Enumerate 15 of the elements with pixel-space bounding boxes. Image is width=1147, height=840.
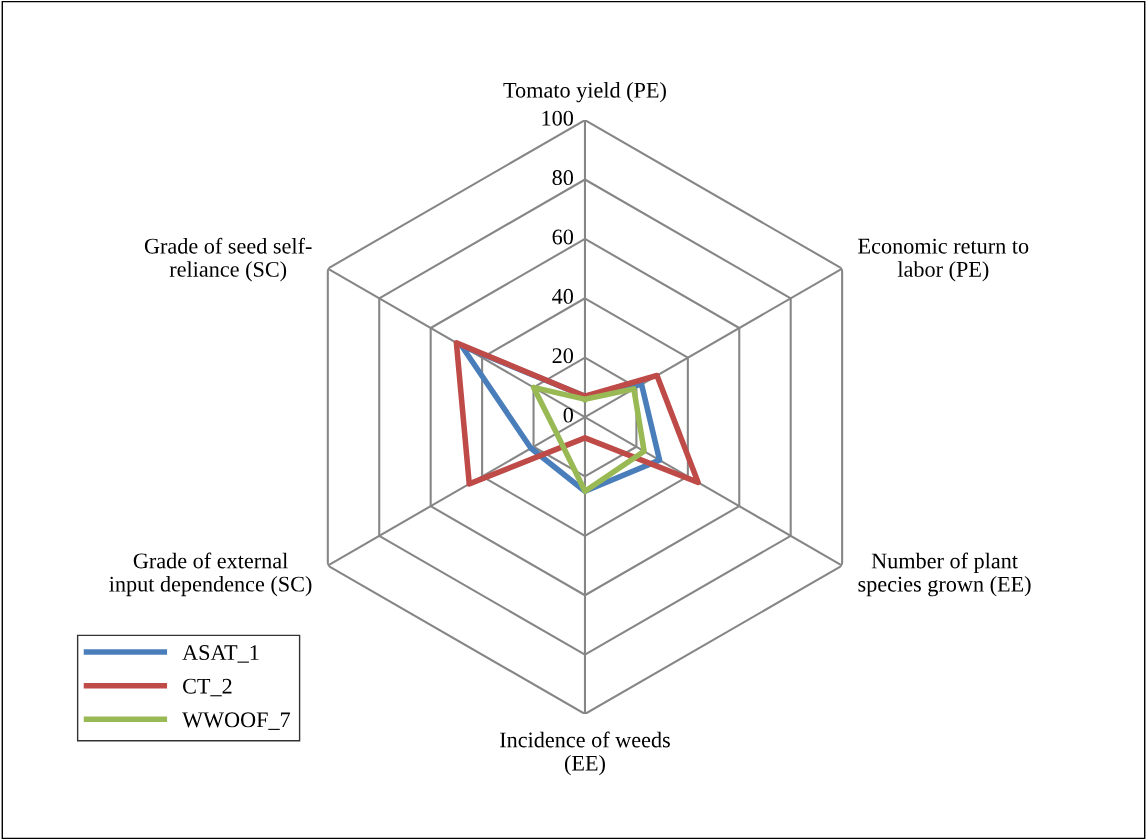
legend-label: ASAT_1 (182, 645, 259, 663)
legend-label: WWOOF_7 (182, 712, 291, 730)
y-tick-label: 60 (552, 229, 574, 245)
y-tick-label: 20 (552, 348, 574, 364)
spoke-label: Grade of external input dependence (SC) (109, 552, 312, 597)
spoke-label: Number of plant species grown (EE) (858, 552, 1031, 597)
y-tick-label: 80 (552, 170, 574, 186)
legend-label: CT_2 (182, 678, 232, 697)
spoke-label: Tomato yield (PE) (503, 82, 666, 103)
y-tick-label: 100 (542, 110, 574, 126)
spoke-label: Economic return to labor (PE) (858, 238, 1029, 282)
spoke-label: Incidence of weeds (EE) (500, 731, 670, 776)
y-tick-label: 0 (563, 407, 574, 423)
spoke-label: Grade of seed self-reliance (SC) (144, 237, 312, 282)
y-tick-label: 40 (552, 288, 574, 304)
